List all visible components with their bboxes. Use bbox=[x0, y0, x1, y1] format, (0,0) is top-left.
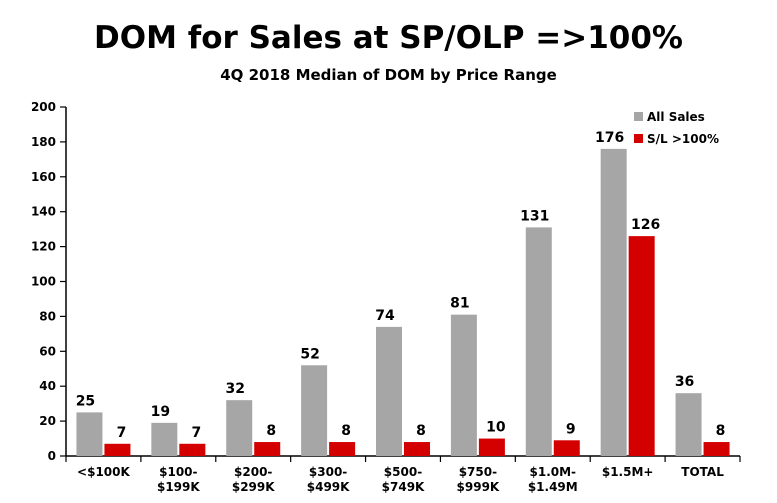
bar-sl-over-100 bbox=[628, 236, 655, 456]
bar-sl-over-100 bbox=[478, 438, 505, 456]
data-label: 7 bbox=[117, 425, 127, 441]
data-label: 8 bbox=[716, 423, 726, 439]
bar-all-sales bbox=[301, 365, 328, 456]
bar-sl-over-100 bbox=[179, 443, 206, 456]
x-category-label: $200- bbox=[234, 465, 272, 479]
y-tick-label: 100 bbox=[31, 275, 56, 289]
data-label: 25 bbox=[76, 393, 95, 409]
bar-all-sales bbox=[226, 400, 253, 456]
y-tick-label: 40 bbox=[39, 379, 56, 393]
x-category-label: TOTAL bbox=[681, 465, 724, 479]
data-label: 126 bbox=[631, 217, 660, 233]
legend-label: All Sales bbox=[647, 110, 705, 124]
bar-all-sales bbox=[675, 393, 702, 456]
chart-title: DOM for Sales at SP/OLP =>100% bbox=[94, 20, 683, 56]
bar-all-sales bbox=[376, 326, 402, 456]
y-tick-label: 160 bbox=[31, 170, 56, 184]
legend-swatch bbox=[634, 134, 643, 143]
bar-sl-over-100 bbox=[553, 440, 580, 456]
x-category-label: $100- bbox=[159, 465, 197, 479]
bar-all-sales bbox=[76, 412, 103, 456]
y-tick-label: 80 bbox=[39, 309, 56, 323]
bar-all-sales bbox=[600, 148, 627, 456]
y-tick-label: 120 bbox=[31, 240, 56, 254]
x-category-label: $749K bbox=[382, 480, 425, 494]
x-category-label: $300- bbox=[309, 465, 347, 479]
data-label: 81 bbox=[450, 296, 469, 312]
y-tick-label: 140 bbox=[31, 205, 56, 219]
bar-sl-over-100 bbox=[104, 443, 131, 456]
bar-all-sales bbox=[525, 227, 552, 456]
y-tick-label: 180 bbox=[31, 135, 56, 149]
bar-sl-over-100 bbox=[329, 442, 356, 456]
y-tick-label: 20 bbox=[39, 414, 56, 428]
data-label: 36 bbox=[675, 374, 694, 390]
x-category-label: $299K bbox=[232, 480, 275, 494]
data-label: 7 bbox=[191, 425, 201, 441]
bar-sl-over-100 bbox=[404, 442, 430, 456]
data-label: 32 bbox=[225, 381, 244, 397]
x-category-label: $1.49M bbox=[528, 480, 578, 494]
data-label: 19 bbox=[151, 404, 170, 420]
y-tick-label: 0 bbox=[48, 449, 56, 463]
legend-swatch bbox=[634, 112, 643, 121]
bar-all-sales bbox=[450, 314, 477, 456]
legend-label: S/L >100% bbox=[647, 132, 719, 146]
x-category-label: $499K bbox=[307, 480, 350, 494]
data-label: 9 bbox=[566, 421, 576, 437]
x-category-label: $750- bbox=[459, 465, 497, 479]
x-category-label: $999K bbox=[457, 480, 500, 494]
data-label: 10 bbox=[486, 420, 506, 436]
bar-all-sales bbox=[151, 422, 178, 456]
data-label: 176 bbox=[595, 130, 624, 146]
data-label: 8 bbox=[416, 423, 426, 439]
data-label: 131 bbox=[520, 208, 549, 224]
y-tick-label: 60 bbox=[39, 344, 56, 358]
y-tick-label: 200 bbox=[31, 100, 56, 114]
x-category-label: $1.5M+ bbox=[602, 465, 654, 479]
data-label: 52 bbox=[300, 346, 319, 362]
x-category-label: <$100K bbox=[77, 465, 130, 479]
data-label: 74 bbox=[375, 308, 395, 324]
bar-sl-over-100 bbox=[703, 442, 730, 456]
data-label: 8 bbox=[341, 423, 351, 439]
bar-sl-over-100 bbox=[254, 442, 281, 456]
data-label: 8 bbox=[266, 423, 276, 439]
x-category-label: $500- bbox=[384, 465, 422, 479]
x-category-label: $199K bbox=[157, 480, 200, 494]
chart-subtitle: 4Q 2018 Median of DOM by Price Range bbox=[220, 66, 557, 84]
x-category-label: $1.0M- bbox=[530, 465, 577, 479]
